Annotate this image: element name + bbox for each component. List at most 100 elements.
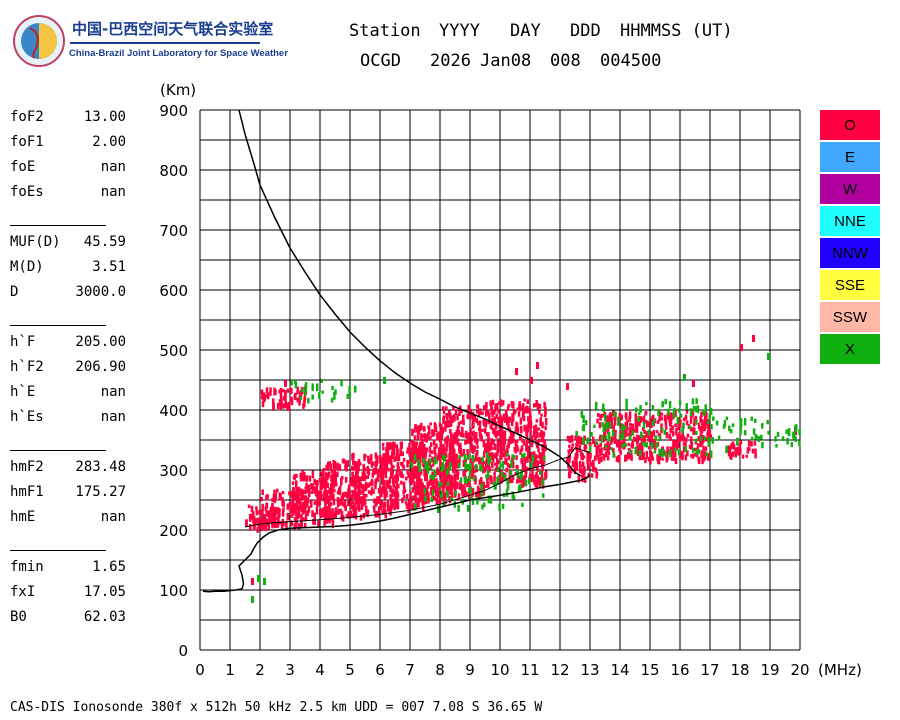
echo-mark [380, 500, 383, 506]
echo-mark [624, 412, 628, 420]
echo-mark [326, 513, 329, 521]
echo-mark [445, 481, 448, 486]
echo-mark [483, 443, 487, 447]
header-label-station: Station [349, 21, 421, 41]
echo-mark [403, 489, 407, 493]
echo-mark [348, 391, 351, 398]
echo-mark [311, 470, 315, 479]
echo-mark [252, 515, 255, 524]
echo-mark [469, 489, 472, 494]
echo-mark [334, 475, 338, 483]
echo-mark [653, 418, 656, 423]
echo-mark [426, 466, 430, 475]
echo-mark [328, 461, 332, 466]
echo-mark [306, 497, 310, 504]
echo-mark [286, 388, 290, 393]
echo-mark [467, 432, 470, 438]
echo-mark [653, 442, 656, 449]
echo-mark [645, 401, 648, 406]
echo-mark [252, 510, 255, 516]
echo-mark [445, 477, 448, 482]
echo-mark [729, 429, 733, 434]
echo-mark [575, 430, 578, 437]
echo-mark [451, 453, 454, 461]
echo-mark [544, 417, 548, 426]
echo-mark [256, 526, 259, 533]
echo-mark [647, 457, 651, 462]
echo-mark [689, 417, 693, 424]
echo-mark [448, 481, 452, 487]
echo-mark [588, 446, 592, 453]
echo-mark [483, 450, 486, 458]
echo-mark [436, 467, 439, 476]
echo-mark [414, 497, 417, 503]
echo-mark [273, 489, 276, 497]
echo-mark [593, 424, 596, 428]
echo-mark [651, 456, 655, 461]
echo-mark [446, 481, 450, 487]
echo-mark [579, 464, 582, 470]
echo-mark [298, 399, 301, 406]
echo-mark [273, 507, 276, 511]
echo-mark [433, 422, 437, 430]
echo-mark [293, 394, 297, 398]
echo-mark [568, 467, 571, 475]
echo-mark [619, 450, 622, 455]
echo-point [752, 335, 755, 342]
echo-mark [357, 480, 360, 485]
echo-mark [383, 501, 387, 508]
echo-mark [458, 409, 461, 416]
echo-mark [650, 420, 653, 427]
echo-mark [373, 498, 376, 504]
echo-mark [366, 475, 370, 479]
echo-mark [480, 483, 484, 487]
echo-mark [453, 483, 457, 491]
echo-mark [506, 462, 510, 468]
echo-mark [351, 500, 355, 505]
echo-mark [656, 441, 660, 447]
echo-mark [533, 460, 537, 468]
echo-mark [419, 492, 422, 500]
echo-mark [332, 498, 336, 506]
echo-mark [622, 427, 626, 435]
param-row-hes: h`Es nan [10, 409, 130, 427]
echo-mark [739, 427, 742, 435]
echo-mark [491, 461, 494, 469]
echo-mark [352, 479, 356, 488]
echo-mark [326, 509, 329, 514]
echo-mark [517, 411, 521, 417]
echo-mark [526, 452, 530, 459]
echo-mark [408, 452, 411, 457]
echo-mark [450, 476, 453, 485]
echo-mark [511, 491, 514, 499]
echo-mark [292, 510, 295, 516]
echo-mark [325, 518, 328, 524]
echo-mark [416, 497, 419, 502]
echo-mark [700, 426, 704, 434]
echo-mark [540, 470, 544, 478]
echo-point [515, 368, 518, 375]
echo-mark [399, 441, 403, 445]
echo-mark [516, 430, 520, 434]
echo-mark [677, 408, 681, 413]
echo-mark [688, 425, 691, 430]
echo-mark [390, 464, 394, 470]
echo-mark [529, 415, 532, 423]
echo-mark [487, 421, 490, 425]
echo-mark [739, 447, 742, 455]
param-row-foe: foE nan [10, 159, 130, 177]
echo-mark [365, 511, 368, 516]
echo-mark [485, 458, 488, 464]
echo-mark [457, 421, 461, 428]
echo-mark [445, 445, 448, 452]
echo-mark [637, 416, 640, 422]
echo-mark [694, 406, 698, 413]
echo-mark [658, 454, 661, 459]
echo-mark [361, 476, 364, 481]
echo-mark [311, 484, 315, 491]
echo-mark [278, 507, 281, 512]
echo-mark [327, 472, 330, 479]
echo-mark [440, 434, 443, 440]
echo-mark [746, 447, 750, 451]
echo-mark [402, 494, 406, 499]
